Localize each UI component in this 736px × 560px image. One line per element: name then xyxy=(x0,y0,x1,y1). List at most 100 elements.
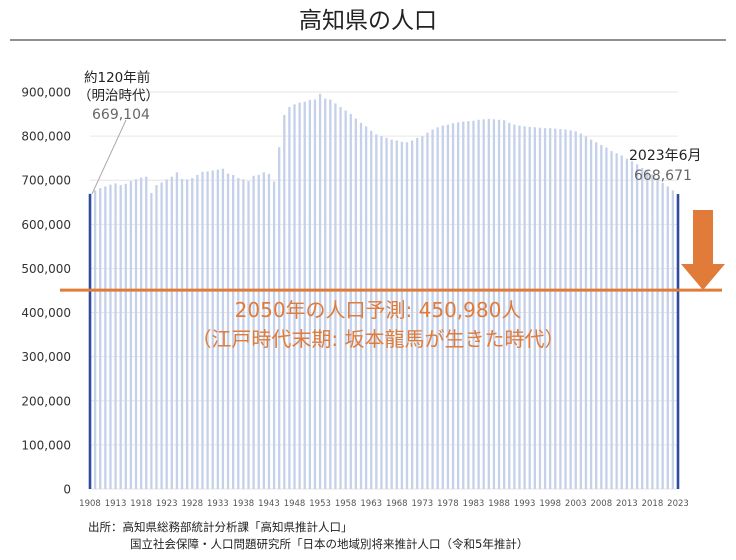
bar xyxy=(109,184,112,489)
bar xyxy=(600,144,603,489)
x-tick-label: 1963 xyxy=(360,499,382,509)
bar xyxy=(364,126,368,489)
bar xyxy=(359,122,363,489)
bar xyxy=(482,119,485,490)
bar xyxy=(441,125,444,489)
bar xyxy=(170,176,173,489)
bar xyxy=(329,99,332,489)
bar xyxy=(472,120,475,489)
bar xyxy=(324,98,327,489)
bar xyxy=(242,179,245,489)
y-tick-label: 100,000 xyxy=(21,438,71,452)
bar xyxy=(405,142,409,489)
bar xyxy=(390,139,393,489)
prediction-down-arrow xyxy=(681,210,725,290)
x-tick-label: 1993 xyxy=(514,499,536,509)
bar xyxy=(605,147,608,489)
bars xyxy=(88,93,680,490)
bar xyxy=(513,124,516,490)
x-tick-label: 2013 xyxy=(616,499,638,509)
bar xyxy=(139,177,143,489)
bar xyxy=(656,178,659,489)
x-tick-label: 1938 xyxy=(233,499,255,509)
prediction-text-line1: 2050年の人口予測: 450,980人 xyxy=(235,298,522,322)
bar xyxy=(354,118,358,489)
bar xyxy=(262,172,265,489)
bar xyxy=(257,174,260,489)
x-tick-label: 1908 xyxy=(79,499,101,509)
x-tick-label: 1998 xyxy=(539,499,561,509)
bar xyxy=(134,179,138,489)
x-tick-label: 1953 xyxy=(309,499,331,509)
bar xyxy=(620,155,623,489)
x-tick-label: 2018 xyxy=(642,499,664,509)
x-tick-label: 1958 xyxy=(335,499,357,509)
bar xyxy=(339,106,342,490)
bar xyxy=(370,130,373,489)
bar xyxy=(221,168,225,489)
bar xyxy=(201,171,204,489)
bar xyxy=(400,141,404,489)
y-tick-label: 600,000 xyxy=(21,218,71,232)
bar xyxy=(641,167,644,490)
bar xyxy=(676,194,680,489)
bar xyxy=(431,129,434,489)
chart-title: 高知県の人口 xyxy=(299,8,437,34)
x-tick-label: 2023 xyxy=(667,499,689,509)
y-axis-tick-labels: 0 100,000 200,000 300,000 400,000 500,000 600,… xyxy=(21,86,71,497)
bar xyxy=(226,173,230,489)
start-annotation-label-line1: 約120年前 xyxy=(84,69,150,86)
bar xyxy=(308,99,312,489)
y-tick-label: 900,000 xyxy=(21,86,71,100)
bar xyxy=(436,127,439,490)
bar xyxy=(462,121,465,489)
bar xyxy=(477,119,480,489)
bar xyxy=(298,102,301,489)
bar xyxy=(104,186,107,490)
bar xyxy=(385,137,388,489)
bar xyxy=(518,125,521,489)
bar xyxy=(492,119,496,490)
bar xyxy=(380,136,383,489)
bar xyxy=(196,174,199,489)
x-tick-label: 1923 xyxy=(156,499,178,509)
bar xyxy=(88,193,92,490)
bar xyxy=(564,129,567,489)
bar xyxy=(589,139,593,489)
bar xyxy=(211,170,214,490)
bar xyxy=(610,151,613,489)
end-annotation-label: 2023年6月 xyxy=(629,148,702,164)
bar xyxy=(247,181,250,490)
bar xyxy=(129,181,133,490)
end-annotation-value: 668,671 xyxy=(634,168,692,184)
bar xyxy=(293,104,296,490)
bar xyxy=(666,186,669,490)
x-tick-label: 2003 xyxy=(565,499,587,509)
bar xyxy=(185,179,189,489)
bar xyxy=(303,101,306,490)
bar xyxy=(410,140,414,489)
x-tick-label: 1988 xyxy=(488,499,510,509)
bar xyxy=(344,110,347,489)
bar xyxy=(349,114,352,490)
bar xyxy=(216,169,219,489)
y-tick-label: 200,000 xyxy=(21,394,71,408)
start-annotation-value: 669,104 xyxy=(92,107,150,123)
x-tick-label: 1918 xyxy=(130,499,152,509)
bar xyxy=(150,193,153,489)
bar xyxy=(625,158,629,489)
bar xyxy=(584,136,588,489)
bar xyxy=(651,174,654,489)
bar xyxy=(549,128,552,489)
source-line2: 国立社会保障・人口問題研究所「日本の地域別将来推計人口（令和5年推計） xyxy=(130,537,528,551)
bar xyxy=(635,164,639,489)
bar xyxy=(232,174,235,489)
bar xyxy=(395,140,398,489)
bar xyxy=(456,122,460,489)
bar xyxy=(165,179,168,489)
bar xyxy=(124,183,127,490)
bar xyxy=(99,188,102,489)
bar xyxy=(278,147,281,489)
